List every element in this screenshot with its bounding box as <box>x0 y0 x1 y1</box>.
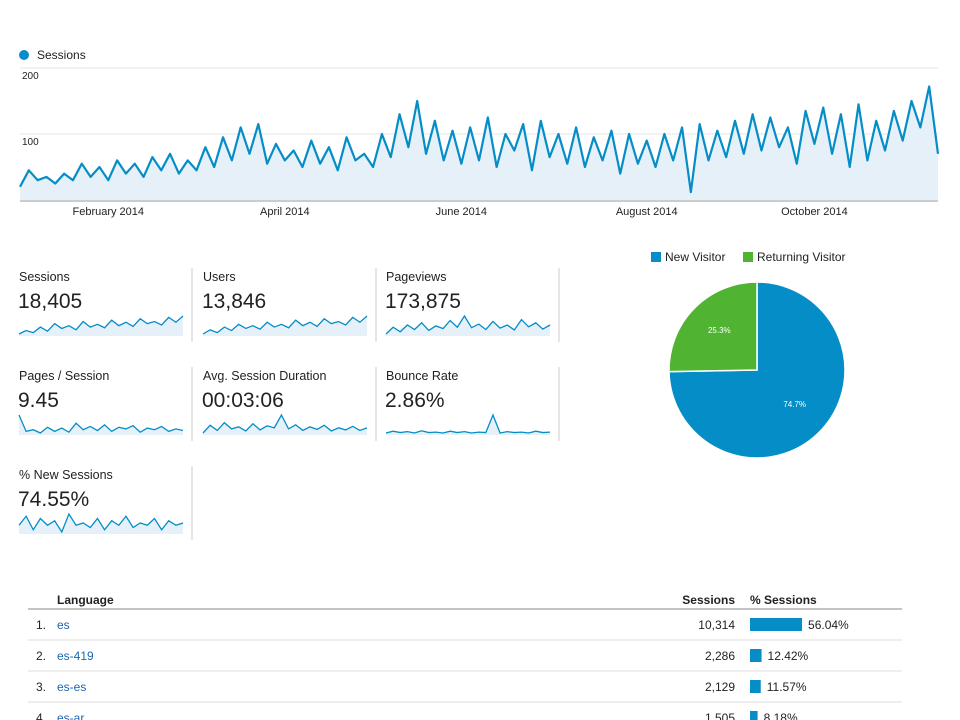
row-rank: 1. <box>36 618 46 632</box>
pie-label: 25.3% <box>708 326 731 335</box>
session-count: 1,505 <box>705 711 735 720</box>
scorecard-value: 9.45 <box>18 389 59 412</box>
legend-swatch <box>651 252 661 262</box>
scorecard-label: Avg. Session Duration <box>203 369 326 383</box>
scorecard-label: Pages / Session <box>19 369 109 383</box>
x-tick-label: October 2014 <box>781 206 848 218</box>
scorecard-label: Pageviews <box>386 270 446 284</box>
sparkline-fill <box>19 514 183 534</box>
language-link[interactable]: es-419 <box>57 649 94 663</box>
sparkline <box>385 413 551 434</box>
x-tick-label: February 2014 <box>72 206 144 218</box>
session-count: 10,314 <box>698 618 735 632</box>
legend-label: Returning Visitor <box>757 250 846 264</box>
row-rank: 4. <box>36 711 46 720</box>
row-rank: 3. <box>36 680 46 694</box>
scorecard-value: 00:03:06 <box>202 389 284 412</box>
sparkline-fill <box>203 316 367 336</box>
scorecard-value: 173,875 <box>385 290 461 313</box>
percent-bar <box>750 618 803 631</box>
sparkline <box>202 413 368 434</box>
column-header: Sessions <box>682 593 735 607</box>
sparkline-fill <box>19 316 183 336</box>
sparkline <box>385 314 551 335</box>
sparkline <box>202 315 368 335</box>
x-tick-label: April 2014 <box>260 206 310 218</box>
percent-bar <box>750 649 762 662</box>
scorecard-label: Bounce Rate <box>386 369 458 383</box>
sparkline-fill <box>19 415 183 435</box>
x-tick-label: June 2014 <box>436 206 487 218</box>
percent-label: 12.42% <box>768 649 809 663</box>
pie-label: 74.7% <box>783 400 806 409</box>
legend-label: Sessions <box>37 48 86 62</box>
language-link[interactable]: es-es <box>57 680 86 694</box>
sparkline <box>18 512 184 534</box>
column-header: % Sessions <box>750 593 817 607</box>
percent-bar <box>750 711 758 720</box>
legend-swatch <box>743 252 753 262</box>
scorecard-label: % New Sessions <box>19 468 113 482</box>
percent-label: 56.04% <box>808 618 849 632</box>
sparkline-fill <box>386 415 550 435</box>
percent-bar <box>750 680 761 693</box>
language-link[interactable]: es <box>57 618 70 632</box>
scorecard-value: 18,405 <box>18 290 82 313</box>
scorecard-label: Users <box>203 270 236 284</box>
row-rank: 2. <box>36 649 46 663</box>
sessions-line <box>19 85 940 194</box>
y-tick-label: 100 <box>22 137 39 148</box>
pie-slice <box>668 281 846 459</box>
scorecard-value: 13,846 <box>202 290 266 313</box>
y-tick-label: 200 <box>22 71 39 82</box>
scorecard-value: 2.86% <box>385 389 445 412</box>
area-fill <box>20 86 938 200</box>
sparkline <box>18 315 184 335</box>
legend-label: New Visitor <box>665 250 725 264</box>
legend-marker <box>19 50 29 60</box>
sparkline <box>18 414 184 434</box>
x-tick-label: August 2014 <box>616 206 678 218</box>
session-count: 2,129 <box>705 680 735 694</box>
sparkline-fill <box>386 316 550 336</box>
language-link[interactable]: es-ar <box>57 711 84 720</box>
pie-slice <box>668 281 758 373</box>
session-count: 2,286 <box>705 649 735 663</box>
column-header: Language <box>57 593 114 607</box>
scorecard-value: 74.55% <box>18 488 89 511</box>
percent-label: 11.57% <box>767 680 807 694</box>
percent-label: 8.18% <box>764 711 798 720</box>
scorecard-label: Sessions <box>19 270 70 284</box>
